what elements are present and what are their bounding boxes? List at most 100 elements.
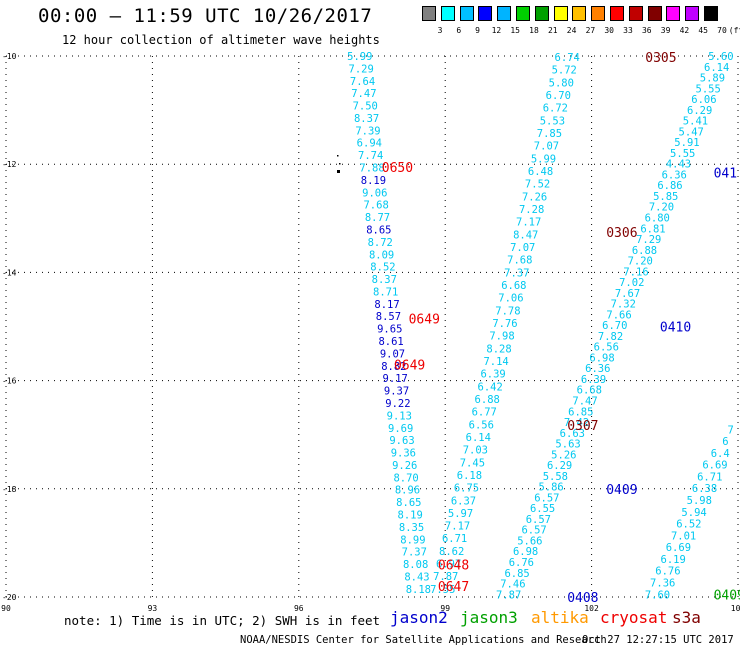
lat-tick-label: -18 xyxy=(2,485,17,494)
track-2: 6.745.725.806.706.725.537.857.075.996.48… xyxy=(430,52,580,596)
wave-height-value: 6.29 xyxy=(547,460,572,472)
wave-height-value: 8.72 xyxy=(368,237,393,249)
lon-tick-label: 90 xyxy=(1,604,11,613)
wave-height-value: 6.36 xyxy=(585,363,610,375)
wave-height-value: 6.52 xyxy=(676,519,701,531)
wave-height-value: 6.97 xyxy=(436,559,461,571)
wave-height-value: 7.76 xyxy=(492,318,517,330)
wave-height-value: 6.56 xyxy=(469,419,494,431)
wave-height-value: 7.98 xyxy=(489,331,514,343)
wave-height-value: 6.39 xyxy=(581,374,606,386)
wave-height-value: 8.08 xyxy=(403,559,428,571)
pass-time-label: 0409 xyxy=(714,588,740,603)
wave-height-value: 8.61 xyxy=(378,336,403,348)
wave-height-value: 9.69 xyxy=(388,423,413,435)
axis-tick-labels: -10 -12 -14 -16 -18 -20 90 93 96 99 102 105 xyxy=(1,52,740,613)
wave-height-value: 5.66 xyxy=(517,535,542,547)
wave-height-value: 8.96 xyxy=(395,485,420,497)
wave-height-value: 6.98 xyxy=(589,352,614,364)
wave-height-value: 7.17 xyxy=(516,217,541,229)
wave-height-value: 6.39 xyxy=(480,369,505,381)
wave-height-value: 7.14 xyxy=(483,356,508,368)
lon-tick-label: 99 xyxy=(440,604,450,613)
wave-height-value: 7.02 xyxy=(619,277,644,289)
lon-tick-label: 102 xyxy=(584,604,599,613)
pass-time-label: 0648 xyxy=(438,559,469,574)
wave-height-value: 7.55 xyxy=(430,584,455,596)
wave-height-value: 7.16 xyxy=(623,266,648,278)
wave-height-value: 6.71 xyxy=(442,533,467,545)
track-1: 5.997.297.647.477.508.377.396.947.747.88… xyxy=(347,51,431,596)
wave-height-value: 5.97 xyxy=(448,508,473,520)
wave-height-value: 5.53 xyxy=(540,115,565,127)
wave-height-value: 6.56 xyxy=(594,342,619,354)
wave-height-value: 8.82 xyxy=(381,361,406,373)
wave-height-value: 6.71 xyxy=(697,471,722,483)
wave-height-value: 9.65 xyxy=(377,324,402,336)
wave-height-value: 7.37 xyxy=(504,267,529,279)
legend-label: 21 xyxy=(547,26,558,35)
wave-height-value: 6.98 xyxy=(513,546,538,558)
satellite-label-jason3: jason3 xyxy=(460,608,518,627)
lat-lon-grid xyxy=(5,55,739,598)
legend-label: 3 xyxy=(437,26,443,35)
legend-swatch xyxy=(628,6,643,21)
lon-tick-label: 105 xyxy=(731,604,740,613)
pass-time-label: 0409 xyxy=(606,483,637,498)
legend-swatch xyxy=(647,6,662,21)
wave-height-value: 8.62 xyxy=(439,546,464,558)
legend-swatch xyxy=(666,6,681,21)
wave-height-value: 6.57 xyxy=(521,525,546,537)
legend-label: 12 xyxy=(491,26,502,35)
wave-height-value: 8.65 xyxy=(396,497,421,509)
pass-time-label: 0649 xyxy=(394,358,425,373)
wave-height-value: 7.47 xyxy=(572,396,597,408)
wave-height-value: 6.76 xyxy=(655,566,680,578)
credit-line: NOAA/NESDIS Center for Satellite Applica… xyxy=(240,634,607,646)
wave-height-value: 8.57 xyxy=(376,311,401,323)
wave-height-value: 8.17 xyxy=(374,299,399,311)
wave-height-value: 6.70 xyxy=(546,90,571,102)
wave-height-value: 6.80 xyxy=(645,212,670,224)
wave-height-value: 7.03 xyxy=(463,445,488,457)
track-3: 5.606.145.895.556.066.295.415.475.915.55… xyxy=(496,51,734,601)
legend-swatch xyxy=(610,6,624,21)
legend-label: 18 xyxy=(529,26,539,35)
wave-height-value: 5.91 xyxy=(674,137,699,149)
legend-swatch xyxy=(440,6,455,21)
wave-height-value: 9.07 xyxy=(380,348,405,360)
wave-height-value: 7.37 xyxy=(402,547,427,559)
wave-height-value: 5.72 xyxy=(552,65,577,77)
wave-height-value: 7.47 xyxy=(351,88,376,100)
wave-height-value: 6.18 xyxy=(457,470,482,482)
wave-height-value: 6.42 xyxy=(478,381,503,393)
lat-tick-label: -10 xyxy=(2,52,17,61)
track-4: 766.46.696.716.385.985.946.527.016.696.1… xyxy=(645,424,734,601)
wave-height-value: 6.85 xyxy=(568,406,593,418)
wave-height-value: 7.74 xyxy=(358,150,383,162)
wave-height-value: 7.06 xyxy=(498,293,523,305)
legend-label: 30 xyxy=(604,26,614,35)
wave-height-value: 5.99 xyxy=(531,153,556,165)
wave-height-value: 7.20 xyxy=(649,202,674,214)
wave-height-value: 6.57 xyxy=(526,514,551,526)
wave-height-value: 8.77 xyxy=(365,212,390,224)
wave-height-value: 8.37 xyxy=(354,113,379,125)
wave-height-value: 5.41 xyxy=(683,116,708,128)
wave-height-value: 7.26 xyxy=(522,191,547,203)
wave-height-value: 8.09 xyxy=(369,249,394,261)
wave-height-value: 6.68 xyxy=(577,385,602,397)
legend-swatch xyxy=(553,6,568,21)
wave-height-value: 6.55 xyxy=(530,503,555,515)
wave-height-value: 7 xyxy=(728,424,734,436)
lon-tick-label: 93 xyxy=(148,604,158,613)
wave-height-value: 6.70 xyxy=(602,320,627,332)
wave-height-value: 7.17 xyxy=(445,521,470,533)
wave-height-value: 9.36 xyxy=(391,448,416,460)
satellite-label-jason2: jason2 xyxy=(390,608,448,627)
wave-height-value: 5.98 xyxy=(687,495,712,507)
legend-swatch xyxy=(591,6,606,21)
pass-time-label: 041 xyxy=(714,166,737,181)
wave-height-value: 5.99 xyxy=(347,51,372,63)
